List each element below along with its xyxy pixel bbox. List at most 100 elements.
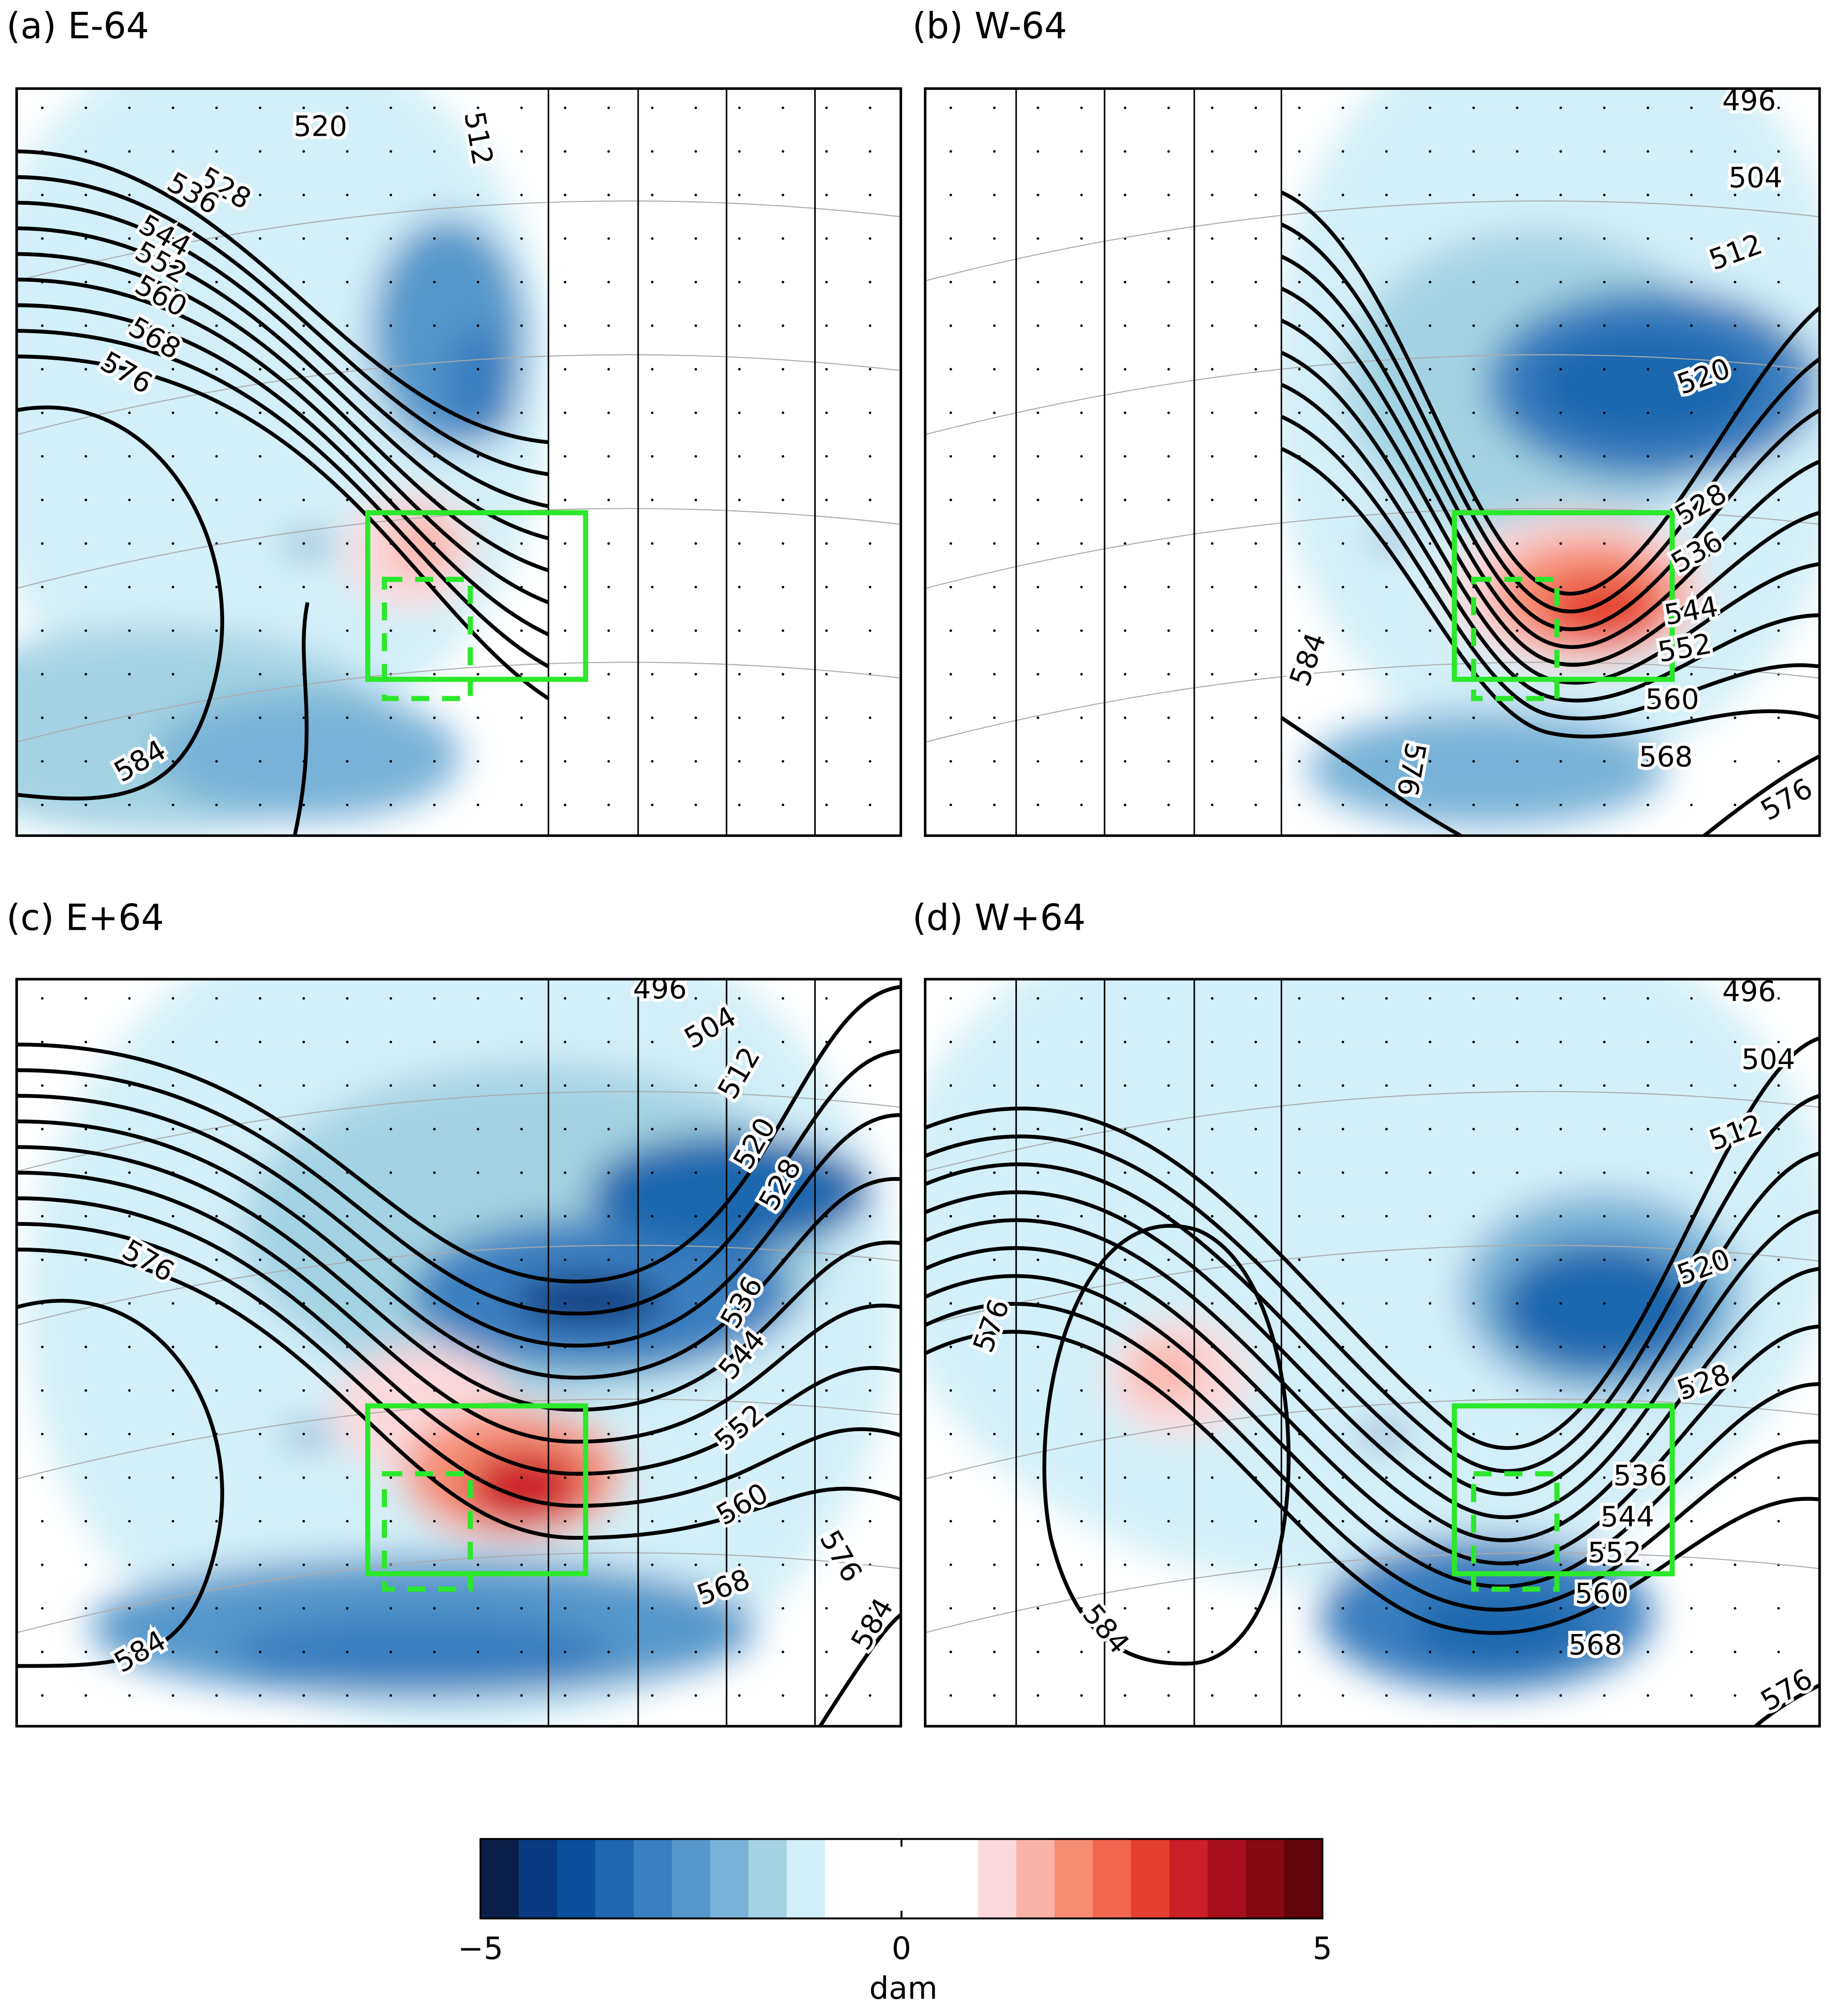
wind-vector (476, 803, 480, 806)
graticule (16, 354, 901, 435)
wind-vector (346, 1084, 349, 1087)
wind-vector (476, 1040, 480, 1043)
wind-vector (738, 997, 741, 1000)
wind-vector (1429, 1258, 1432, 1261)
wind-vector (84, 673, 87, 676)
colorbar-tick-label: 0 (892, 1930, 912, 1966)
wind-vector (1167, 455, 1170, 458)
wind-vector (993, 997, 996, 1000)
wind-vector (1036, 997, 1039, 1000)
wind-vector (128, 1607, 131, 1610)
wind-vector (1559, 1215, 1562, 1218)
wind-vector (1429, 542, 1432, 545)
wind-vector (1646, 280, 1649, 284)
wind-vector (1385, 1040, 1388, 1043)
wind-vector (520, 1084, 523, 1087)
wind-vector (869, 455, 872, 458)
wind-vector (1036, 1215, 1039, 1218)
wind-vector (738, 716, 741, 719)
wind-vector (215, 106, 218, 110)
wind-vector (950, 673, 952, 676)
wind-vector (1211, 411, 1214, 415)
wind-vector (1298, 585, 1301, 589)
wind-vector (476, 1084, 480, 1087)
wind-vector (1603, 1258, 1606, 1261)
wind-vector (738, 411, 741, 415)
wind-vector (1298, 1607, 1301, 1610)
wind-vector (41, 1040, 44, 1043)
wind-vector (302, 997, 305, 1000)
wind-vector (302, 585, 305, 589)
wind-vector (651, 498, 654, 501)
wind-vector (1385, 1171, 1388, 1174)
wind-vector (1472, 1215, 1475, 1218)
wind-vector (651, 1084, 654, 1087)
wind-vector (1341, 1302, 1344, 1305)
wind-vector (171, 411, 175, 415)
wind-vector (564, 1389, 567, 1392)
wind-vector (389, 455, 392, 458)
wind-vector (1124, 1171, 1127, 1174)
wind-vector (302, 280, 305, 284)
wind-vector (433, 760, 436, 763)
wind-vector (1167, 1607, 1170, 1610)
wind-vector (993, 585, 996, 589)
wind-vector (346, 1694, 349, 1697)
wind-vector (520, 1302, 523, 1305)
wind-vector (1254, 629, 1257, 632)
wind-vector (520, 1607, 523, 1610)
focus-box (1451, 1403, 1675, 1577)
wind-vector (564, 1258, 567, 1261)
wind-vector (1080, 585, 1083, 589)
wind-vector (1777, 324, 1780, 327)
wind-vector (1167, 716, 1170, 719)
wind-vector (825, 1520, 828, 1522)
wind-vector (738, 760, 741, 763)
wind-vector (694, 1433, 697, 1436)
wind-vector (1559, 193, 1562, 196)
wind-vector (433, 997, 436, 1000)
wind-vector (1036, 716, 1039, 719)
wind-vector (993, 1476, 996, 1479)
wind-vector (1777, 760, 1780, 763)
wind-vector (1254, 411, 1257, 415)
wind-vector (84, 1389, 87, 1392)
wind-vector (1734, 1476, 1737, 1479)
height-contour (925, 1302, 1820, 1612)
wind-vector (1690, 193, 1693, 196)
wind-vector (1429, 760, 1432, 763)
wind-vector (1080, 1389, 1083, 1392)
wind-vector (1559, 542, 1562, 545)
wind-vector (694, 280, 697, 284)
wind-vector (1211, 803, 1214, 806)
wind-vector (694, 324, 697, 327)
wind-vector (738, 280, 741, 284)
wind-vector (738, 106, 741, 110)
wind-vector (1777, 411, 1780, 415)
wind-vector (1690, 324, 1693, 327)
wind-vector (1124, 280, 1127, 284)
wind-vector (302, 803, 305, 806)
wind-vector (1298, 1694, 1301, 1697)
wind-vector (84, 760, 87, 763)
wind-vector (1036, 1128, 1039, 1131)
wind-vector (1559, 1345, 1562, 1348)
wind-vector (607, 368, 610, 371)
wind-vector (1036, 585, 1039, 589)
wind-vector (869, 1389, 872, 1392)
wind-vector (1734, 542, 1737, 545)
wind-vector (520, 280, 523, 284)
wind-vector (950, 585, 952, 589)
wind-vector (694, 1302, 697, 1305)
wind-vector (433, 716, 436, 719)
wind-vector (1429, 237, 1432, 240)
wind-vector (433, 1345, 436, 1348)
wind-vector (84, 498, 87, 501)
wind-vector (1429, 1607, 1432, 1610)
wind-vector (433, 106, 436, 110)
wind-vector (738, 498, 741, 501)
wind-vector (302, 106, 305, 110)
wind-vector (84, 585, 87, 589)
wind-vector (950, 716, 952, 719)
wind-vector (84, 1345, 87, 1348)
